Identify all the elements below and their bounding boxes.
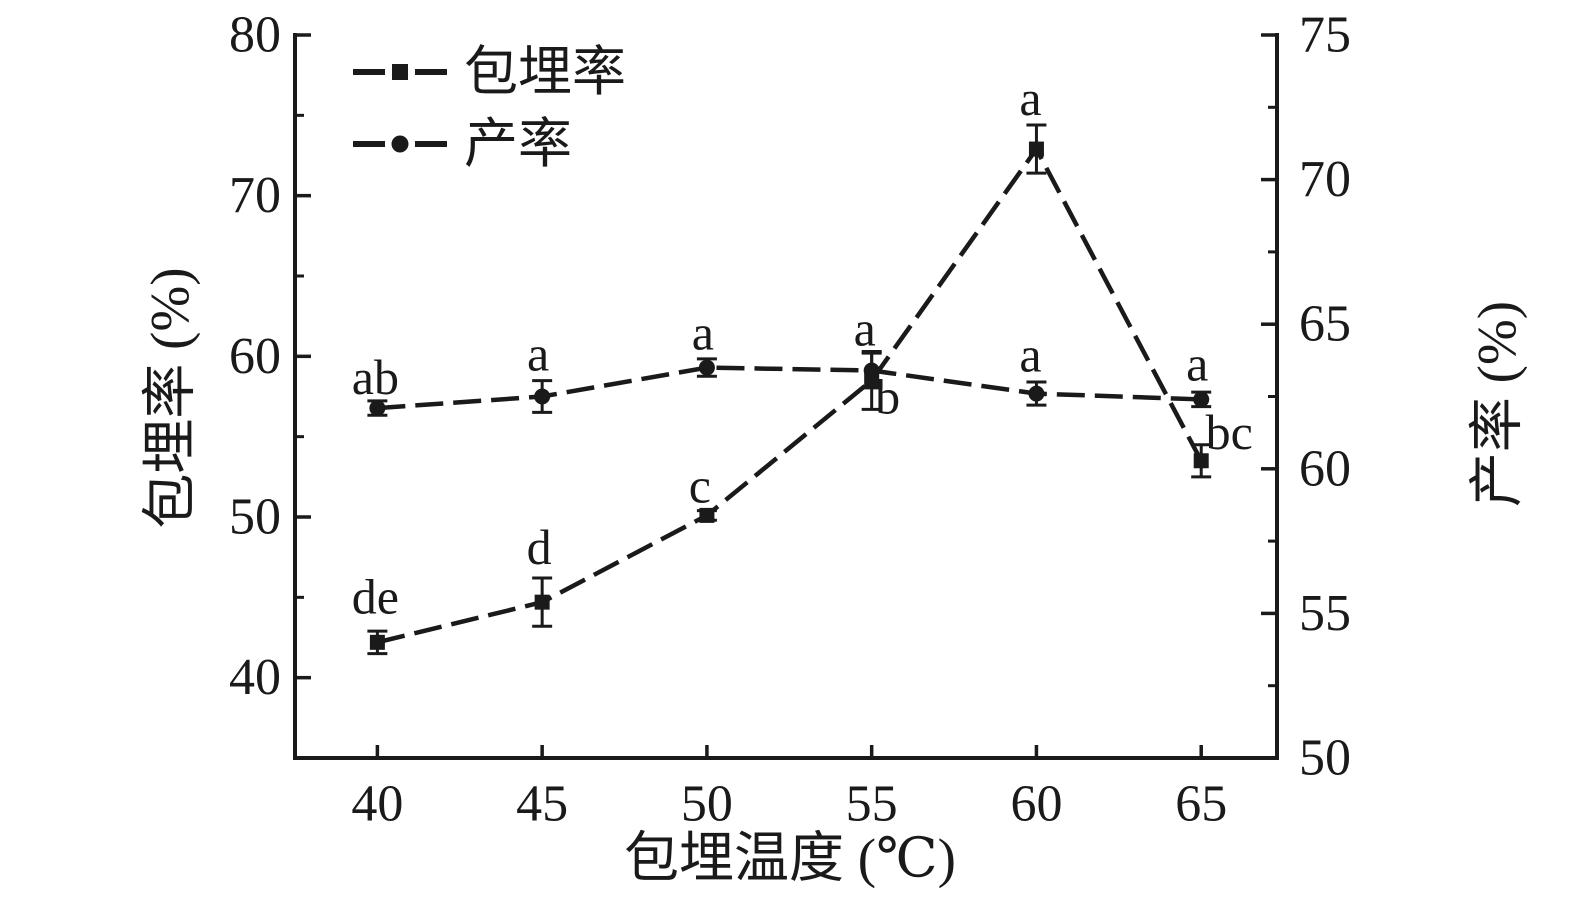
significance-label: b (875, 368, 900, 424)
data-point-circle (698, 359, 715, 376)
significance-label: de (352, 568, 399, 624)
data-point-square (369, 634, 385, 650)
legend-label-embedding-rate: 包埋率 (464, 42, 626, 102)
left-axis-tick-label: 80 (229, 7, 281, 64)
left-axis-tick-label: 70 (229, 167, 281, 224)
significance-label: a (1019, 327, 1041, 383)
right-axis-tick-label: 50 (1299, 730, 1351, 787)
significance-label: c (689, 457, 711, 513)
data-point-circle (369, 400, 386, 417)
legend-item-yield-rate: 产率 (352, 112, 626, 176)
x-axis-tick-label: 55 (846, 776, 898, 833)
right-axis-tick-label: 65 (1299, 296, 1351, 353)
x-axis-tick-label: 40 (351, 776, 403, 833)
data-point-square (699, 507, 715, 523)
x-axis-tick-label: 65 (1175, 776, 1227, 833)
data-point-circle (1193, 391, 1210, 408)
data-point-square (1028, 141, 1044, 157)
significance-label: a (1019, 70, 1041, 126)
left-axis-tick-label: 40 (229, 649, 281, 706)
legend-square-marker-icon (353, 64, 447, 80)
legend-item-embedding-rate: 包埋率 (352, 40, 626, 104)
right-axis-tick-label: 60 (1299, 440, 1351, 497)
x-axis-tick-label: 50 (681, 776, 733, 833)
x-axis-title: 包埋温度 (℃) (624, 827, 956, 889)
significance-label: a (692, 305, 714, 361)
legend: 包埋率 产率 (352, 40, 626, 176)
right-axis-tick-label: 75 (1299, 7, 1351, 64)
significance-label: a (1186, 335, 1208, 391)
x-axis-tick-label: 45 (516, 776, 568, 833)
left-axis-title: 包埋率 (%) (139, 267, 201, 529)
significance-label: ab (352, 349, 399, 405)
significance-label: a (527, 326, 549, 382)
right-axis-title: 产率 (%) (1466, 300, 1528, 508)
series-line-square (376, 144, 1204, 645)
data-point-circle (534, 388, 551, 405)
significance-label: d (527, 519, 552, 575)
significance-label: a (854, 300, 876, 356)
left-axis-tick-label: 60 (229, 328, 281, 385)
legend-label-yield-rate: 产率 (464, 114, 572, 174)
data-point-square (534, 594, 550, 610)
significance-label: bc (1206, 404, 1253, 460)
left-axis-tick-label: 50 (229, 489, 281, 546)
data-point-square (1193, 453, 1209, 469)
series-line-circle (377, 365, 1202, 411)
data-point-circle (1028, 385, 1045, 402)
right-axis-tick-label: 70 (1299, 151, 1351, 208)
data-point-circle (863, 362, 880, 379)
x-axis-tick-label: 60 (1010, 776, 1062, 833)
right-axis-tick-label: 55 (1299, 585, 1351, 642)
legend-circle-marker-icon (353, 135, 447, 153)
